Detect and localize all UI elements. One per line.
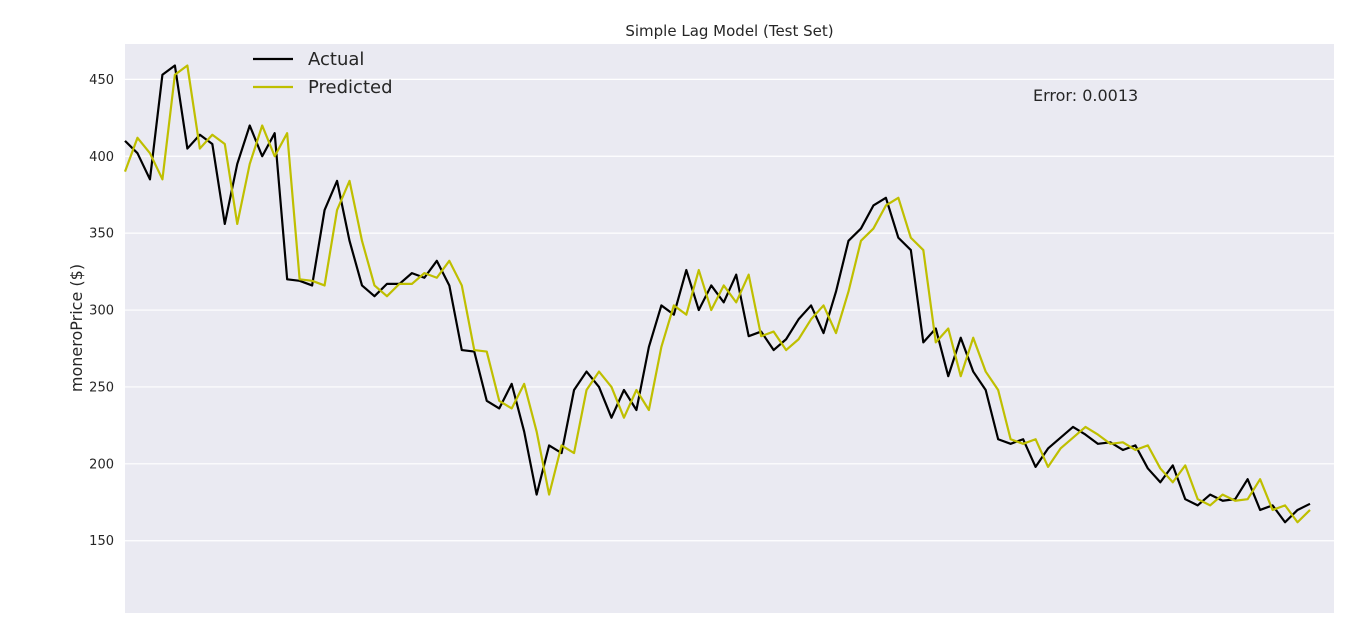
y-tick-label: 150 [89,534,114,549]
grid-lines [125,78,1334,542]
y-tick-label: 350 [89,227,114,242]
y-tick-label: 200 [89,457,114,472]
legend: Actual Predicted [253,49,393,98]
legend-label-actual: Actual [308,49,364,70]
y-tick-label: 250 [89,380,114,395]
y-tick-labels: 150 200 250 300 350 400 450 [89,73,114,549]
y-tick-label: 400 [89,150,114,165]
y-tick-label: 300 [89,304,114,319]
series-lines [123,64,1311,524]
legend-label-predicted: Predicted [308,77,393,98]
y-axis-label: moneroPrice ($) [67,264,86,392]
plot-area [125,44,1334,613]
y-tick-label: 450 [89,73,114,88]
series-line-predicted [123,64,1311,524]
error-annotation: Error: 0.0013 [1033,86,1138,105]
chart-title: Simple Lag Model (Test Set) [625,22,833,40]
